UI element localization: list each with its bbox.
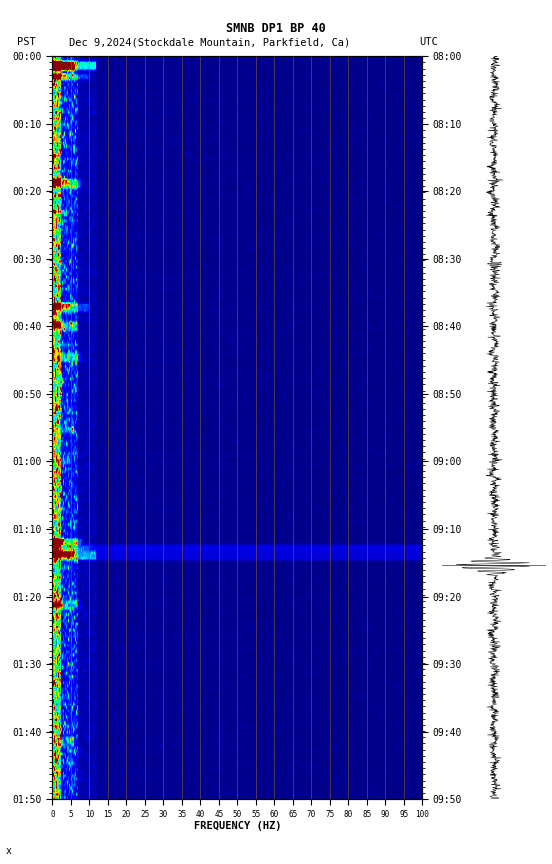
- Text: Dec 9,2024(Stockdale Mountain, Parkfield, Ca): Dec 9,2024(Stockdale Mountain, Parkfield…: [69, 37, 351, 48]
- Text: x: x: [6, 846, 12, 855]
- X-axis label: FREQUENCY (HZ): FREQUENCY (HZ): [194, 822, 281, 831]
- Text: SMNB DP1 BP 40: SMNB DP1 BP 40: [226, 22, 326, 35]
- Text: PST: PST: [17, 37, 35, 48]
- Text: UTC: UTC: [420, 37, 438, 48]
